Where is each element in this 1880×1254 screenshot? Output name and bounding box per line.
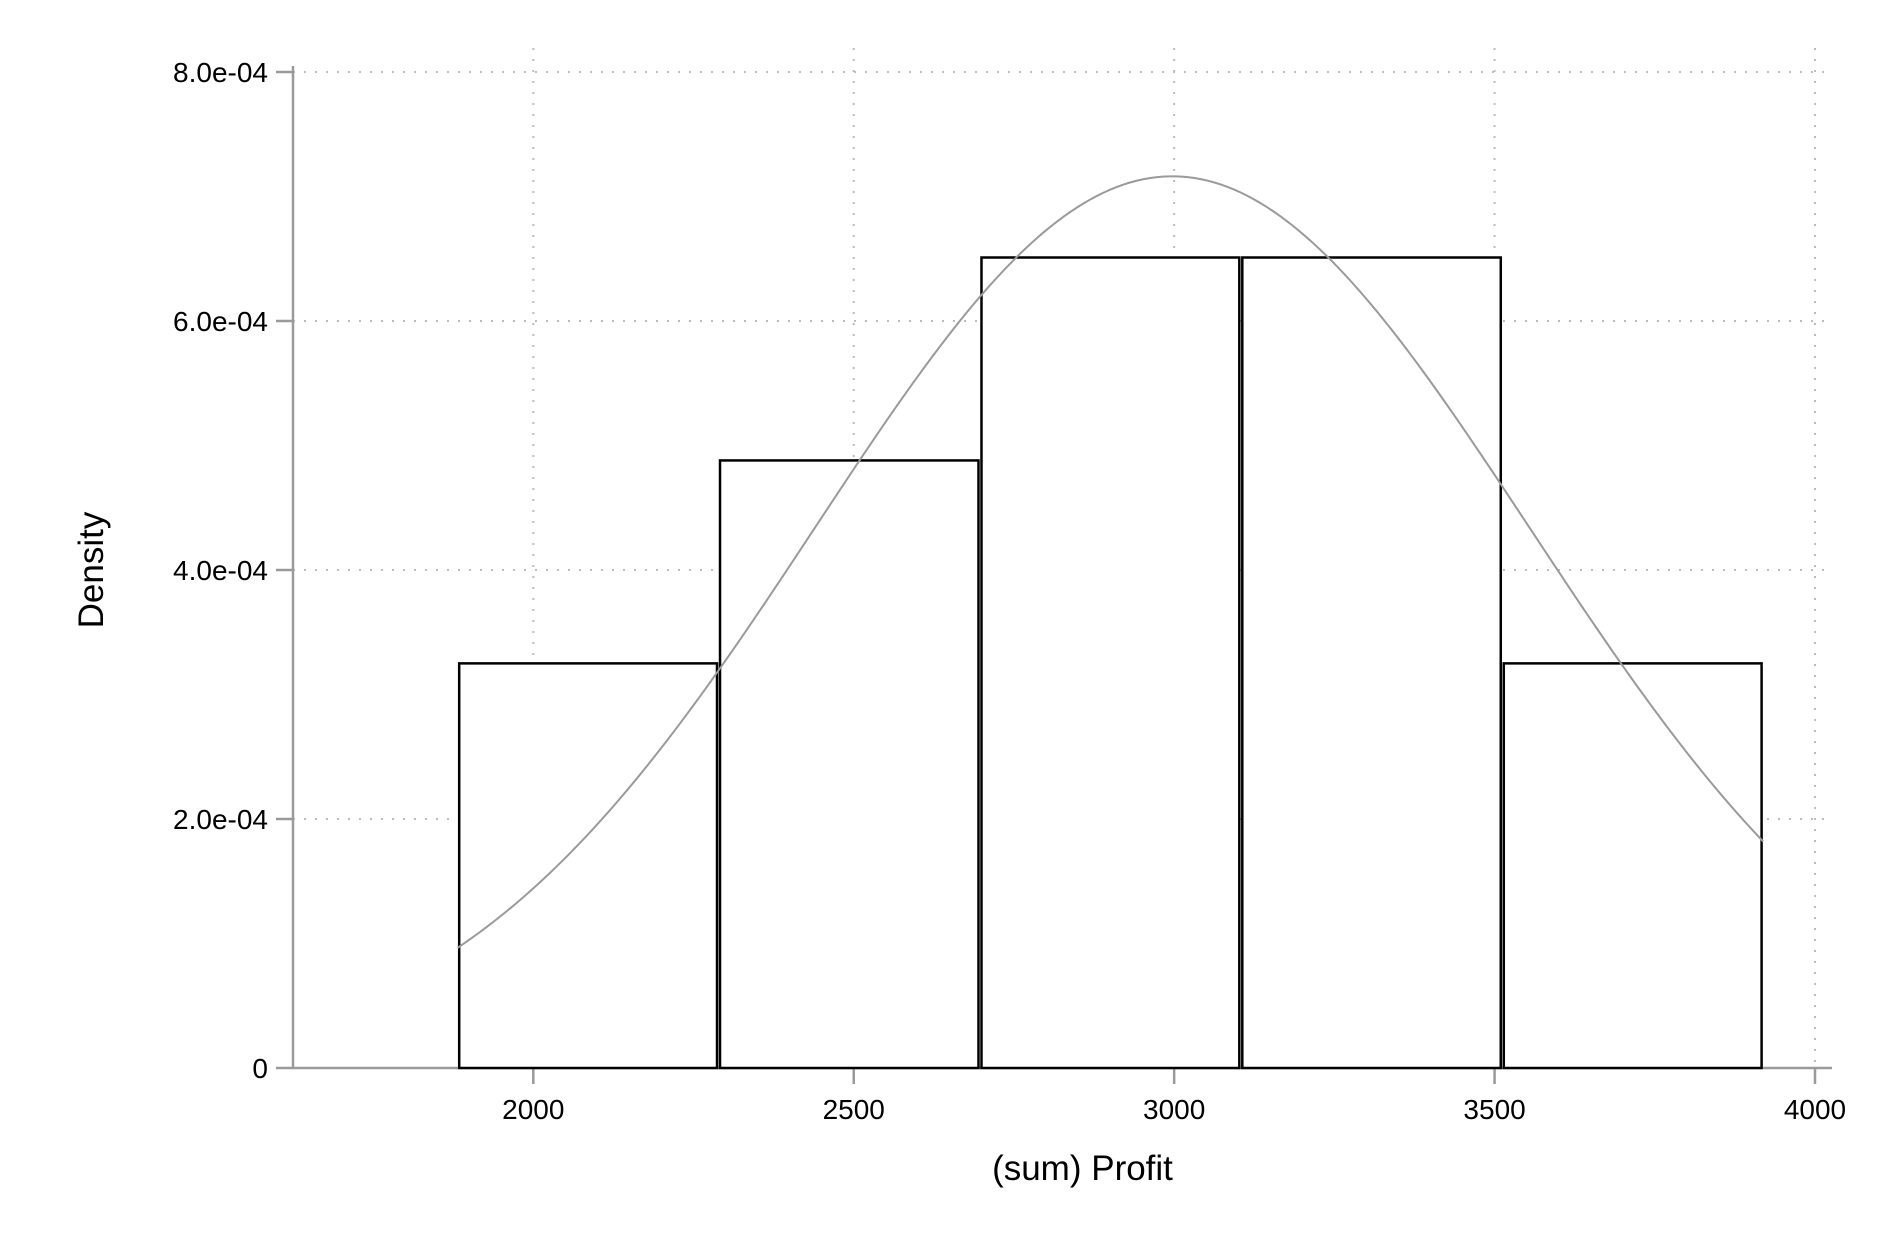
y-tick-label: 6.0e-04: [173, 306, 268, 337]
ticks: 0 2.0e-04 4.0e-04 6.0e-04 8.0e-04 2000 2500 300…: [173, 57, 1846, 1125]
x-tick-label: 2500: [823, 1094, 885, 1125]
x-axis-title: (sum) Profit: [992, 1149, 1173, 1188]
y-tick-label: 8.0e-04: [173, 57, 268, 88]
histogram-bar: [980, 256, 1241, 1070]
x-tick-label: 4000: [1784, 1094, 1846, 1125]
histogram-bar: [718, 459, 980, 1070]
histogram-bar: [1502, 662, 1763, 1070]
x-tick-label: 3500: [1463, 1094, 1525, 1125]
y-axis-title: Density: [72, 511, 111, 628]
x-tick-label: 3000: [1143, 1094, 1205, 1125]
histogram-bars: [457, 256, 1763, 1070]
x-tick-label: 2000: [502, 1094, 564, 1125]
y-tick-label: 2.0e-04: [173, 804, 268, 835]
y-tick-label: 0: [252, 1053, 268, 1084]
histogram-bar: [1241, 256, 1503, 1070]
y-tick-label: 4.0e-04: [173, 555, 268, 586]
normal-density-curve: [457, 175, 1764, 949]
